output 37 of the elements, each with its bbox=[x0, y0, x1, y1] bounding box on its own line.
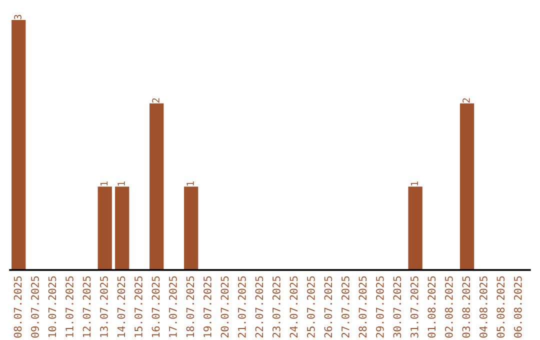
x-tick-label: 14.07.2025 bbox=[117, 276, 126, 338]
x-tick-label: 27.07.2025 bbox=[341, 276, 350, 338]
data-label: 1 bbox=[100, 181, 108, 186]
x-tick-label: 13.07.2025 bbox=[100, 276, 108, 338]
x-tick-label: 04.08.2025 bbox=[479, 276, 488, 338]
x-tick-label: 10.07.2025 bbox=[48, 276, 56, 338]
x-tick-label: 05.08.2025 bbox=[496, 276, 505, 338]
data-label: 1 bbox=[410, 181, 418, 186]
x-tick-label: 12.07.2025 bbox=[82, 276, 91, 338]
x-tick-label: 06.08.2025 bbox=[514, 276, 522, 338]
x-tick-label: 16.07.2025 bbox=[152, 276, 160, 338]
x-tick-label: 17.07.2025 bbox=[169, 276, 177, 338]
x-tick-label: 30.07.2025 bbox=[393, 276, 402, 338]
x-tick-label: 08.07.2025 bbox=[14, 276, 22, 338]
data-label: 2 bbox=[462, 98, 470, 103]
x-tick-label: 22.07.2025 bbox=[255, 276, 264, 338]
data-label: 1 bbox=[186, 181, 194, 186]
x-tick-label: 26.07.2025 bbox=[324, 276, 332, 338]
x-tick-label: 31.07.2025 bbox=[410, 276, 418, 338]
x-tick-label: 03.08.2025 bbox=[462, 276, 470, 338]
data-label: 1 bbox=[118, 181, 125, 186]
x-tick-label: 19.07.2025 bbox=[204, 276, 212, 338]
x-tick-label: 02.08.2025 bbox=[444, 276, 453, 338]
data-label: 2 bbox=[152, 98, 160, 103]
x-tick-label: 21.07.2025 bbox=[238, 276, 246, 338]
x-tick-label: 18.07.2025 bbox=[186, 276, 194, 338]
x-tick-label: 25.07.2025 bbox=[306, 276, 315, 338]
x-tick-label: 29.07.2025 bbox=[376, 276, 384, 338]
x-tick-label: 11.07.2025 bbox=[66, 276, 74, 338]
x-tick-label: 28.07.2025 bbox=[358, 276, 367, 338]
data-label: 3 bbox=[14, 14, 22, 20]
x-tick-label: 23.07.2025 bbox=[272, 276, 280, 338]
x-tick-label: 15.07.2025 bbox=[134, 276, 142, 338]
x-tick-label: 09.07.2025 bbox=[31, 276, 39, 338]
x-tick-label: 20.07.2025 bbox=[220, 276, 229, 338]
x-tick-label: 24.07.2025 bbox=[290, 276, 298, 338]
x-tick-label: 01.08.2025 bbox=[428, 276, 436, 338]
